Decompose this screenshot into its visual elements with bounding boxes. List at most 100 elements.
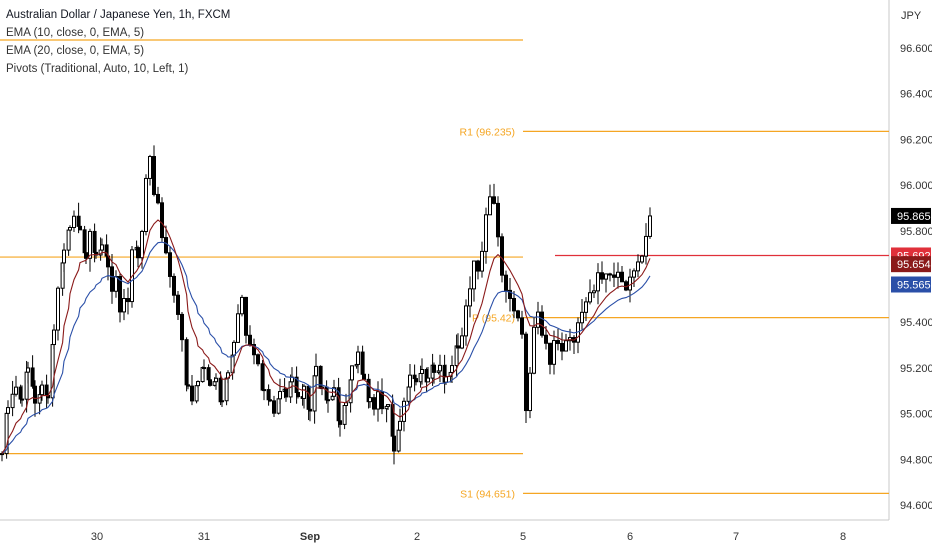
candle-body xyxy=(40,384,44,396)
candle-body xyxy=(122,298,126,313)
candle-body xyxy=(302,385,306,399)
candle-body xyxy=(544,334,548,344)
candle-body xyxy=(412,374,417,380)
candle-body xyxy=(68,227,72,231)
candle-body xyxy=(564,340,568,352)
pivots-legend[interactable]: Pivots (Traditional, Auto, 10, Left, 1) xyxy=(6,63,189,75)
candle-body xyxy=(350,365,354,381)
candle-body xyxy=(140,230,144,259)
candle-body xyxy=(496,202,500,238)
candle-body xyxy=(66,229,71,251)
ema20-legend[interactable]: EMA (20, close, 0, EMA, 5) xyxy=(6,45,145,57)
price-label-last: 95.865 xyxy=(897,211,931,223)
candle-body xyxy=(592,290,596,294)
candle-body xyxy=(600,272,604,280)
candle-body xyxy=(356,351,360,365)
candle-body xyxy=(314,365,318,377)
x-tick-label: 5 xyxy=(520,531,526,543)
candle-body xyxy=(488,196,492,216)
candle-body xyxy=(10,393,15,409)
candle-body xyxy=(100,244,104,251)
candle-body xyxy=(118,276,122,313)
candle-body xyxy=(552,340,556,365)
candle-body xyxy=(14,386,18,395)
chart-legend: Australian Dollar / Japanese Yen, 1h, FX… xyxy=(6,6,230,78)
candle-body xyxy=(72,215,76,229)
candle-body xyxy=(26,367,30,373)
candle-body xyxy=(156,193,160,204)
candle-body xyxy=(438,364,442,372)
candle-body xyxy=(648,215,652,237)
price-label-ema20: 95.565 xyxy=(897,279,931,291)
candle-body xyxy=(504,274,508,291)
candle-body xyxy=(114,276,118,292)
candle-body xyxy=(236,313,240,343)
candle-body xyxy=(338,420,342,425)
candle-body xyxy=(326,399,330,402)
candle-body xyxy=(252,344,256,356)
candle-body xyxy=(78,225,82,231)
candle-body xyxy=(408,374,412,388)
candle-body xyxy=(396,429,401,452)
y-tick-label: 94.800 xyxy=(900,454,932,466)
candle-body xyxy=(464,305,468,337)
candle-body xyxy=(268,399,272,402)
candle-body xyxy=(386,404,390,407)
candle-body xyxy=(144,177,148,232)
candle-body xyxy=(30,367,35,387)
candle-body xyxy=(52,329,56,346)
candle-body xyxy=(284,388,288,398)
candle-body xyxy=(0,453,4,456)
candle-body xyxy=(604,273,608,280)
candle-body xyxy=(6,407,10,414)
price-label-ema20-bg xyxy=(891,276,931,293)
candle-body xyxy=(37,394,42,404)
candle-body xyxy=(596,272,600,292)
candles xyxy=(0,145,652,465)
candle-body xyxy=(580,311,584,324)
candle-body xyxy=(632,270,636,278)
candle-body xyxy=(126,298,130,303)
symbol-title: Australian Dollar / Japanese Yen, 1h, FX… xyxy=(6,9,231,21)
candle-body xyxy=(432,364,436,373)
candle-body xyxy=(176,294,180,315)
candle-body xyxy=(248,334,252,346)
y-tick-label: 96.000 xyxy=(900,180,932,192)
candle-body xyxy=(450,365,454,373)
candle-body xyxy=(33,385,37,404)
candle-body xyxy=(56,287,60,331)
candle-body xyxy=(612,274,616,278)
candle-body xyxy=(168,252,172,277)
candle-body xyxy=(524,333,528,412)
candle-body xyxy=(512,297,516,312)
ema10-legend[interactable]: EMA (10, close, 0, EMA, 5) xyxy=(6,27,145,39)
candle-body xyxy=(616,271,620,278)
candle-body xyxy=(536,311,540,328)
pivot-label-s1: S1 (94.651) xyxy=(460,488,515,500)
candle-body xyxy=(180,313,184,341)
candle-body xyxy=(402,400,406,422)
candle-body xyxy=(240,296,244,315)
pivot-label-r1: R1 (96.235) xyxy=(460,126,515,138)
x-tick-label: 30 xyxy=(91,531,103,543)
x-tick-label: 8 xyxy=(840,531,846,543)
candle-body xyxy=(560,342,564,352)
candle-body xyxy=(548,342,552,365)
candle-body xyxy=(256,354,260,365)
candle-body xyxy=(588,292,592,303)
candle-body xyxy=(202,367,206,370)
y-tick-label: 96.200 xyxy=(900,134,932,146)
candle-body xyxy=(472,260,476,290)
candle-body xyxy=(528,372,532,412)
candle-body xyxy=(372,397,376,410)
candle-body xyxy=(232,341,236,356)
candle-body xyxy=(414,378,418,383)
candle-body xyxy=(260,363,265,391)
candle-body xyxy=(620,271,624,283)
y-tick-label: 95.800 xyxy=(900,226,932,238)
candle-body xyxy=(508,289,512,299)
x-tick-label: 31 xyxy=(198,531,210,543)
candle-body xyxy=(640,255,644,263)
